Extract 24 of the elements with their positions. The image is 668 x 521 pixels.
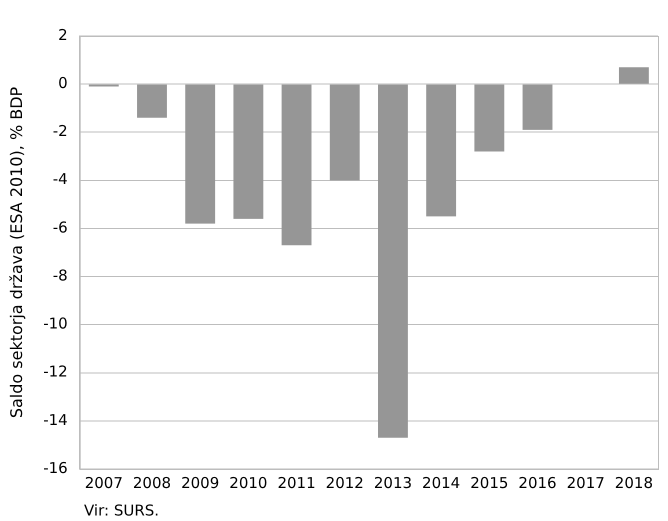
x-tick-label: 2014 xyxy=(422,474,460,492)
y-tick-label: 2 xyxy=(58,26,68,44)
x-tick-label: 2013 xyxy=(374,474,412,492)
x-tick-label: 2008 xyxy=(132,474,172,492)
x-tick-label: 2009 xyxy=(181,474,220,492)
y-tick-label: -12 xyxy=(43,362,68,381)
x-tick-label: 2015 xyxy=(470,474,508,492)
x-tick-label: 2010 xyxy=(229,474,268,492)
x-tick-label: 2016 xyxy=(518,474,557,492)
y-tick-label: -6 xyxy=(52,218,68,236)
y-tick-label: -2 xyxy=(52,122,68,140)
x-tick-label: 2011 xyxy=(277,474,316,492)
x-tick-label: 2007 xyxy=(84,474,123,492)
y-tick-label: -16 xyxy=(43,458,68,477)
y-tick-label: 0 xyxy=(58,74,68,92)
y-tick-label: -14 xyxy=(43,410,68,429)
x-tick-label: 2017 xyxy=(566,474,605,492)
y-tick-label: -4 xyxy=(52,170,68,188)
text: Vir: SURS. xyxy=(84,501,160,520)
y-tick-label: -8 xyxy=(52,266,68,284)
x-tick-label: 2018 xyxy=(614,474,653,492)
y-tick-label: -10 xyxy=(43,314,68,333)
y-axis-title: Saldo sektorja država (ESA 2010), % BDP xyxy=(6,86,26,418)
x-tick-label: 2012 xyxy=(326,474,364,492)
